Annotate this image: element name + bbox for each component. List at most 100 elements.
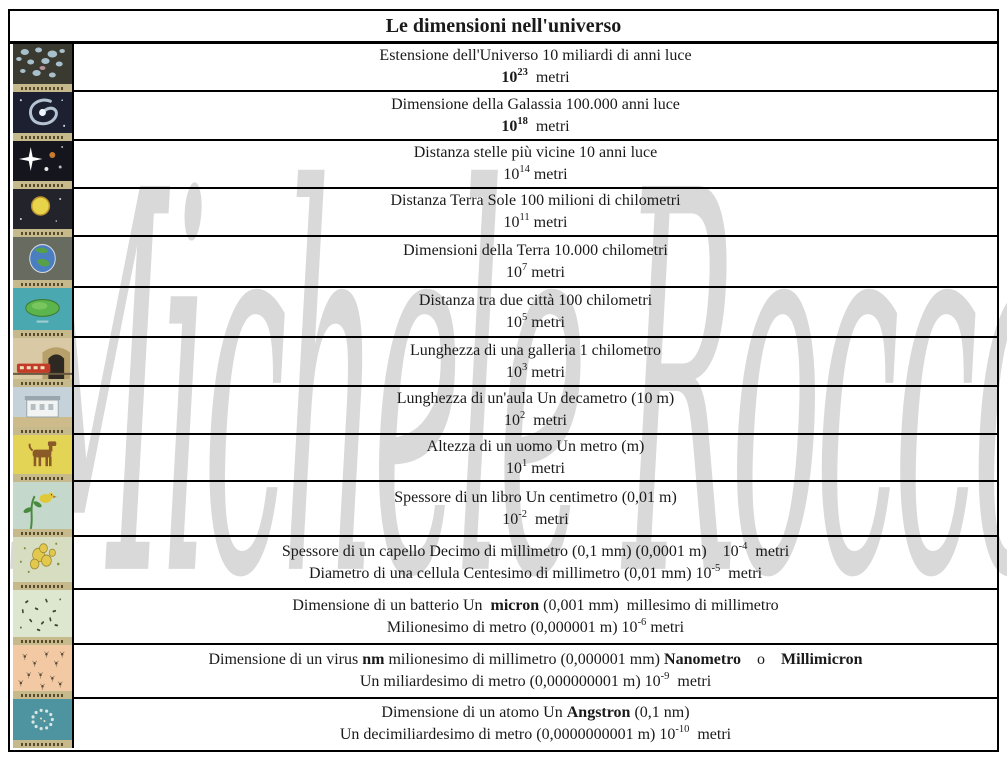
atom-icon [13,699,72,740]
thumb-aula [13,387,72,435]
caption-marks [21,639,64,643]
caption-bar [13,582,72,590]
thumb-galleria [13,338,72,387]
row-line: Estensione dell'Universo 10 miliardi di … [379,47,692,64]
spiral-galaxy-icon [13,92,72,133]
thumb-batterio [13,590,72,645]
caption-marks [21,429,64,433]
row-line: Distanza tra due città 100 chilometri [418,292,653,309]
caption-bar [13,427,72,435]
row-libro: Spessore di un libro Un centimetro (0,01… [74,482,997,537]
stars-icon [13,141,72,181]
row-line: Un miliardesimo di metro (0,000000001 m)… [359,671,712,690]
caption-bar [13,529,72,537]
caption-marks [21,86,64,90]
row-line: 1014 metri [503,164,568,183]
caption-bar [13,330,72,338]
row-line: Diametro di una cellula Centesimo di mil… [308,562,763,582]
caption-marks [21,183,64,187]
row-atomo: Dimensione di un atomo Un Angstron (0,1 … [74,699,997,748]
thumb-virus [13,645,72,699]
row-line: Dimensioni della Terra 10.000 chilometri [403,241,668,259]
row-line: Milionesimo di metro (0,000001 m) 10-6 m… [386,616,685,636]
row-universo: Estensione dell'Universo 10 miliardi di … [74,44,997,92]
row-line: Distanza Terra Sole 100 milioni di chilo… [390,192,681,209]
caption-marks [21,531,64,535]
caption-bar [13,84,72,92]
thumb-stelle [13,141,72,189]
row-line: Dimensione della Galassia 100.000 anni l… [391,95,680,113]
caption-marks [21,381,64,385]
thumb-galassia [13,92,72,141]
building-icon [13,387,72,427]
row-line: Spessore di un libro Un centimetro (0,01… [394,488,677,506]
caption-marks [21,584,64,588]
row-line: 102 metri [503,410,567,429]
caption-marks [21,742,64,746]
caption-bar [13,474,72,482]
thumb-universo [13,44,72,92]
galaxy-cluster-icon [13,44,72,84]
caption-bar [13,229,72,237]
row-citta: Distanza tra due città 100 chilometri 105… [74,288,997,338]
row-line: Spessore di un capello Decimo di millime… [281,540,790,560]
row-line: Dimensione di un atomo Un Angstron (0,1 … [381,703,690,721]
row-galassia: Dimensione della Galassia 100.000 anni l… [74,92,997,141]
caption-marks [21,231,64,235]
caption-marks [21,282,64,286]
thumb-atomo [13,699,72,748]
row-aula: Lunghezza di un'aula Un decametro (10 m)… [74,387,997,435]
thumb-terra [13,237,72,288]
thumb-libro [13,482,72,537]
caption-marks [21,332,64,336]
row-uomo: Altezza di un uomo Un metro (m) 101 metri [74,435,997,482]
cell-cluster-icon [13,537,72,582]
row-galleria: Lunghezza di una galleria 1 chilometro 10… [74,338,997,387]
dimensions-table: Le dimensioni nell'universo [8,9,999,752]
caption-bar [13,691,72,699]
row-line: 105 metri [505,312,565,331]
row-capello-cellula: Spessore di un capello Decimo di millime… [74,537,997,590]
row-line: Lunghezza di un'aula Un decametro (10 m) [396,390,675,407]
rows-container: Estensione dell'Universo 10 miliardi di … [74,44,997,748]
row-line: Distanza stelle più vicine 10 anni luce [413,144,658,161]
caption-marks [21,693,64,697]
row-line: Lunghezza di una galleria 1 chilometro [409,341,661,359]
row-line: 10-2 metri [502,508,569,528]
row-line: 103 metri [505,361,565,381]
island-icon [13,288,72,330]
bird-plant-icon [13,482,72,529]
row-line: 1011 metri [503,212,568,231]
table-body: Estensione dell'Universo 10 miliardi di … [10,44,997,748]
thumb-terra-sole [13,189,72,237]
thumb-citta [13,288,72,338]
row-line: Dimensione di un batterio Un micron (0,0… [292,596,779,614]
thumb-capello-cellula [13,537,72,590]
row-line: Dimensione di un virus nm milionesimo di… [208,651,863,668]
virus-icon [13,645,72,691]
page-title: Le dimensioni nell'universo [10,11,997,44]
row-terra: Dimensioni della Terra 10.000 chilometri… [74,237,997,288]
row-batterio: Dimensione di un batterio Un micron (0,0… [74,590,997,645]
caption-bar [13,379,72,387]
row-line: 1018 metri [501,115,570,135]
thumb-uomo [13,435,72,482]
caption-bar [13,740,72,748]
earth-icon [13,237,72,280]
row-line: Altezza di un uomo Un metro (m) [426,437,645,455]
caption-bar [13,133,72,141]
row-line: 101 metri [505,457,565,477]
caption-bar [13,280,72,288]
row-line: 107 metri [505,261,565,281]
caption-bar [13,181,72,189]
caption-marks [21,476,64,480]
image-column [10,44,74,748]
caption-bar [13,637,72,645]
caption-marks [21,135,64,139]
image-strip [13,44,72,748]
row-terra-sole: Distanza Terra Sole 100 milioni di chilo… [74,189,997,237]
bacteria-icon [13,590,72,637]
dog-icon [13,435,72,474]
row-line: 1023 metri [501,67,570,86]
